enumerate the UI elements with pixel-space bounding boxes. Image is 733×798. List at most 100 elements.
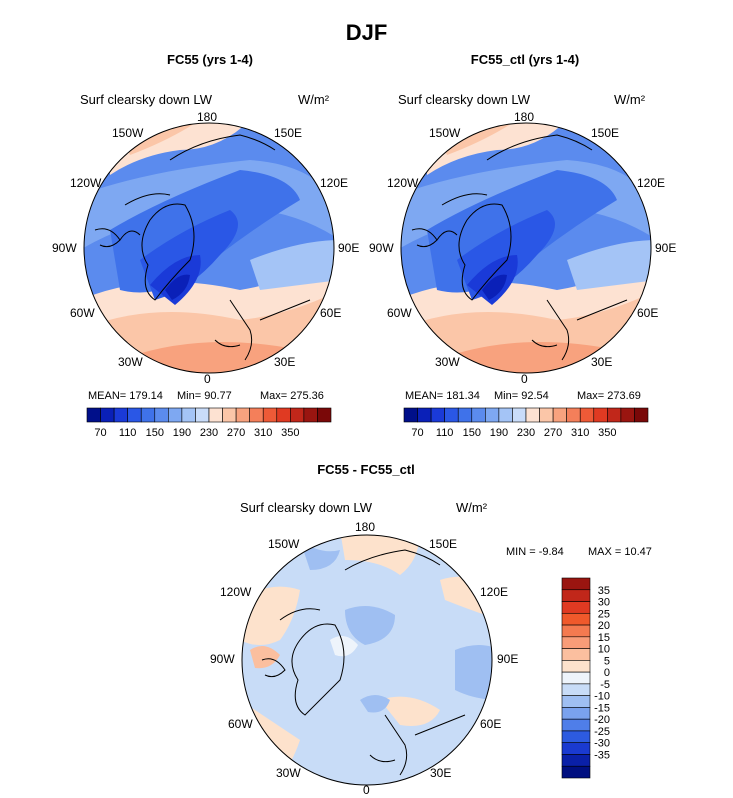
p2-lon-120w: 120W bbox=[387, 176, 419, 190]
panel-1-subtitle: FC55 (yrs 1-4) bbox=[167, 52, 253, 67]
p2-lon-120e: 120E bbox=[637, 176, 666, 190]
p1-mean: MEAN= 179.14 bbox=[88, 390, 163, 402]
panel-3-variable: Surf clearsky down LW bbox=[240, 500, 372, 515]
p2-colorbar-tick: 350 bbox=[598, 427, 616, 438]
p1-lon-90w: 90W bbox=[52, 241, 77, 255]
p1-lon-150e: 150E bbox=[274, 126, 303, 140]
p2-lon-0: 0 bbox=[521, 372, 528, 386]
p1-lon-60e: 60E bbox=[320, 306, 342, 320]
p1-lon-180: 180 bbox=[197, 110, 218, 124]
p3-min: MIN = -9.84 bbox=[506, 546, 564, 558]
p2-colorbar-tick: 270 bbox=[544, 427, 562, 438]
p3-lon-60e: 60E bbox=[480, 717, 502, 731]
panel-3-subtitle: FC55 - FC55_ctl bbox=[317, 462, 415, 477]
p1-colorbar-ticks: 70 110 150 190 230 270 310 350 bbox=[94, 427, 299, 438]
p3-lon-30e: 30E bbox=[430, 766, 452, 780]
p3-lon-90e: 90E bbox=[497, 652, 519, 666]
p2-colorbar-tick: 310 bbox=[571, 427, 589, 438]
panel-2-units: W/m² bbox=[614, 92, 646, 107]
p2-lon-60w: 60W bbox=[387, 306, 412, 320]
p3-colorbar-cell bbox=[561, 624, 591, 638]
p3-lon-90w: 90W bbox=[210, 652, 235, 666]
p1-lon-60w: 60W bbox=[70, 306, 95, 320]
p1-colorbar: 70 110 150 190 230 270 310 350 bbox=[86, 407, 332, 438]
p2-colorbar-tick: 70 bbox=[411, 427, 423, 438]
p2-lon-60e: 60E bbox=[637, 306, 659, 320]
p3-colorbar-cell bbox=[561, 765, 591, 779]
p3-colorbar-tick: 0 bbox=[604, 667, 610, 679]
panel-2-subtitle: FC55_ctl (yrs 1-4) bbox=[470, 52, 580, 67]
p2-colorbar-cells bbox=[403, 407, 649, 423]
p3-colorbar-tick: -20 bbox=[594, 714, 610, 726]
p1-colorbar-tick: 350 bbox=[281, 427, 299, 438]
p1-colorbar-tick: 70 bbox=[94, 427, 106, 438]
panel-3-units: W/m² bbox=[456, 500, 488, 515]
p3-colorbar-tick: 30 bbox=[598, 597, 610, 609]
p1-colorbar-tick: 190 bbox=[173, 427, 191, 438]
p3-colorbar-tick: -35 bbox=[594, 749, 610, 761]
p3-colorbar-cell bbox=[561, 754, 591, 767]
p3-colorbar-cell bbox=[561, 730, 591, 744]
figure-title: DJF bbox=[345, 20, 388, 45]
p3-colorbar-cell bbox=[561, 589, 591, 602]
p3-colorbar-cell bbox=[561, 660, 591, 673]
p3-colorbar-cell bbox=[561, 601, 591, 614]
p1-lon-30w: 30W bbox=[118, 355, 143, 369]
p1-colorbar-tick: 230 bbox=[200, 427, 218, 438]
p3-lon-150e: 150E bbox=[429, 537, 458, 551]
p2-colorbar: 70 110 150 190 230 270 310 350 bbox=[403, 407, 649, 438]
p2-lon-180: 180 bbox=[514, 110, 535, 124]
p3-colorbar-tick: 25 bbox=[598, 608, 610, 620]
panel-1-units: W/m² bbox=[298, 92, 330, 107]
p1-colorbar-cells bbox=[86, 407, 332, 423]
p2-lon-150e: 150E bbox=[591, 126, 620, 140]
p2-colorbar-ticks: 70 110 150 190 230 270 310 350 bbox=[411, 427, 616, 438]
p3-colorbar-cell bbox=[561, 718, 591, 732]
p1-lon-0: 0 bbox=[204, 372, 211, 386]
p1-max: Max= 275.36 bbox=[260, 390, 324, 402]
p3-lon-120w: 120W bbox=[220, 585, 252, 599]
p3-lon-60w: 60W bbox=[228, 717, 253, 731]
p3-colorbar-tick: -25 bbox=[594, 726, 610, 738]
p1-colorbar-tick: 150 bbox=[146, 427, 164, 438]
panel-1-variable: Surf clearsky down LW bbox=[80, 92, 212, 107]
p1-lon-150w: 150W bbox=[112, 126, 144, 140]
p3-lon-0: 0 bbox=[363, 783, 370, 797]
p2-lon-150w: 150W bbox=[429, 126, 461, 140]
p3-lon-120e: 120E bbox=[480, 585, 509, 599]
p3-colorbar-tick: -15 bbox=[594, 702, 610, 714]
panel-2-variable: Surf clearsky down LW bbox=[398, 92, 530, 107]
p1-colorbar-tick: 270 bbox=[227, 427, 245, 438]
p2-lon-90w: 90W bbox=[369, 241, 394, 255]
p1-lon-30e: 30E bbox=[274, 355, 296, 369]
p1-lon-90e: 90E bbox=[338, 241, 360, 255]
p2-mean: MEAN= 181.34 bbox=[405, 390, 480, 402]
p1-colorbar-tick: 310 bbox=[254, 427, 272, 438]
p3-colorbar-cell bbox=[561, 636, 591, 649]
p3-lon-180: 180 bbox=[355, 520, 376, 534]
p3-colorbar-cell bbox=[561, 648, 591, 661]
p3-colorbar-cell bbox=[561, 577, 591, 591]
p3-colorbar-tick: 15 bbox=[598, 632, 610, 644]
p2-colorbar-cell bbox=[634, 407, 649, 423]
p3-colorbar-cell bbox=[561, 742, 591, 755]
p3-colorbar-cell bbox=[561, 612, 591, 626]
p3-colorbar-tick: -10 bbox=[594, 691, 610, 703]
p3-colorbar-tick: 20 bbox=[598, 620, 610, 632]
p3-colorbar-tick: 5 bbox=[604, 655, 610, 667]
p3-colorbar-cell bbox=[561, 683, 591, 696]
p2-colorbar-tick: 110 bbox=[436, 427, 454, 438]
p3-colorbar-cell bbox=[561, 695, 591, 708]
p3-colorbar-cell bbox=[561, 707, 591, 720]
p2-colorbar-tick: 230 bbox=[517, 427, 535, 438]
p3-colorbar-tick: 35 bbox=[598, 585, 610, 597]
p3-colorbar-tick: -5 bbox=[600, 679, 610, 691]
p3-lon-150w: 150W bbox=[268, 537, 300, 551]
p3-colorbar-cells bbox=[561, 577, 591, 779]
p2-lon-30e: 30E bbox=[591, 355, 613, 369]
